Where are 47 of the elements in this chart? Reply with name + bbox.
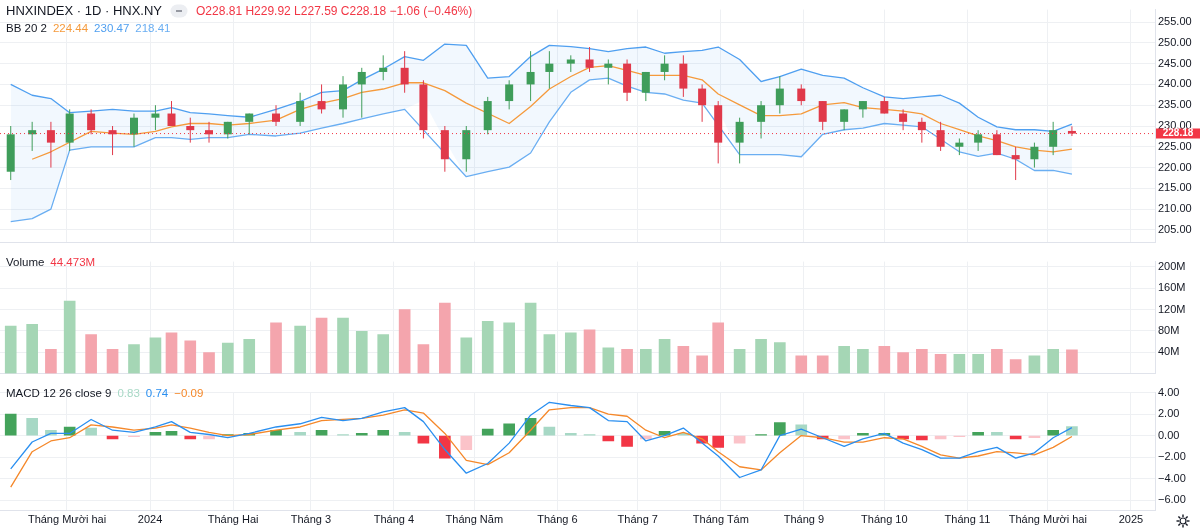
- text: 230.47: [94, 22, 130, 34]
- legend-title: MACD 12 26 close 9: [6, 387, 112, 399]
- x-tick-label: Tháng Tám: [692, 513, 749, 526]
- y-tick-label: −2.00: [1158, 450, 1186, 463]
- x-tick-label: Tháng 6: [537, 513, 578, 526]
- text: 218.41: [135, 22, 171, 34]
- y-tick-label: 0.00: [1158, 428, 1180, 441]
- x-tick-label: Tháng 11: [944, 513, 991, 526]
- y-tick-label: 245.00: [1158, 56, 1192, 69]
- text: 0.83: [117, 387, 140, 399]
- x-tick-label: Tháng Năm: [445, 513, 504, 526]
- y-tick-label: 240.00: [1158, 77, 1192, 90]
- y-tick-label: 40M: [1158, 345, 1180, 358]
- y-tick-label: −6.00: [1158, 493, 1186, 506]
- y-tick-label: 120M: [1158, 302, 1186, 315]
- legend-title: Volume: [6, 256, 45, 268]
- y-tick-label: 4.00: [1158, 385, 1180, 398]
- y-tick-label: 2.00: [1158, 407, 1180, 420]
- text: 224.44: [52, 22, 89, 34]
- x-tick-label: Tháng Hai: [207, 513, 259, 526]
- y-tick-label: 215.00: [1158, 181, 1192, 194]
- series-label: 0.74: [145, 387, 169, 399]
- x-tick-label: Tháng 3: [290, 513, 332, 526]
- x-tick-label: Tháng 9: [783, 513, 825, 526]
- y-tick-label: −4.00: [1158, 471, 1186, 484]
- x-tick-label: 2024: [137, 513, 163, 526]
- legend-title: BB 20 2: [6, 22, 47, 34]
- y-tick-label: 160M: [1158, 281, 1186, 294]
- x-tick-label: Tháng Mười hai: [1008, 513, 1087, 526]
- y-tick-label: 205.00: [1158, 222, 1192, 235]
- y-tick-label: 210.00: [1158, 202, 1192, 215]
- x-tick-label: Tháng 10: [861, 513, 908, 526]
- y-tick-label: 235.00: [1158, 98, 1192, 111]
- y-tick-label: 200M: [1158, 259, 1186, 272]
- x-tick-label: Tháng Mười hai: [27, 513, 107, 526]
- y-tick-label: 225.00: [1158, 139, 1192, 152]
- y-tick-label: 255.00: [1158, 15, 1192, 28]
- text: −0.09: [174, 387, 204, 399]
- x-tick-label: 2025: [1118, 513, 1144, 526]
- x-tick-label: Tháng 7: [617, 513, 658, 526]
- y-tick-label: 220.00: [1158, 160, 1192, 173]
- x-tick-label: Tháng 4: [373, 513, 415, 526]
- chart-subtitle: O228.81 H229.92 L227.59 C228.18 −1.06 (−0.46%): [196, 3, 473, 18]
- y-tick-label: 250.00: [1158, 35, 1192, 48]
- text: 44.473M: [50, 256, 96, 268]
- chart-title: HNXINDEX · 1D · HNX.NY: [6, 3, 163, 18]
- y-tick-label: 80M: [1158, 323, 1180, 336]
